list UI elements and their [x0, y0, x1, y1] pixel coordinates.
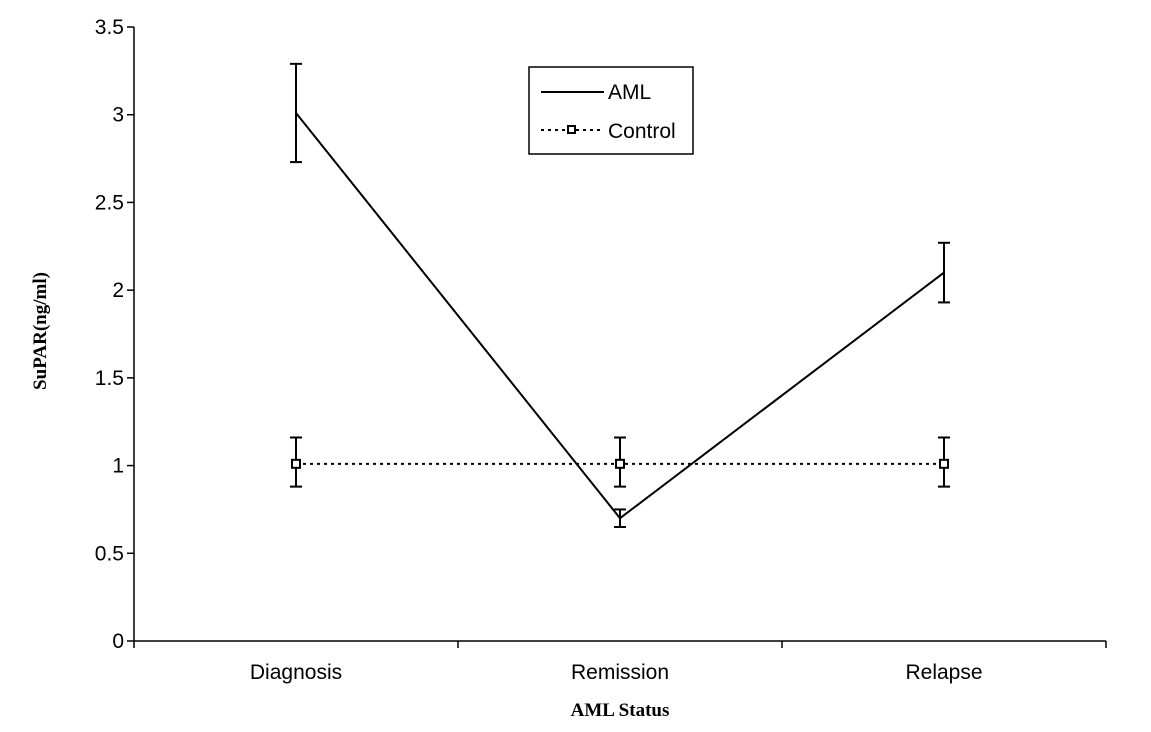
- data-point-marker: [939, 458, 949, 469]
- axes: [133, 27, 1106, 642]
- y-tick-label: 2: [112, 279, 124, 302]
- legend-control-marker: [567, 125, 576, 134]
- legend: AML Control: [528, 66, 694, 155]
- series-control: [290, 436, 950, 488]
- y-tick-label: 3: [112, 104, 124, 127]
- x-axis-title: AML Status: [571, 700, 670, 721]
- x-tick-label: Diagnosis: [250, 661, 342, 684]
- y-tick-label: 1: [112, 455, 124, 478]
- y-tick-label: 2.5: [95, 191, 124, 214]
- x-tick-label: Relapse: [905, 661, 982, 684]
- legend-label-aml: AML: [608, 81, 651, 104]
- series-layer: [290, 62, 950, 528]
- x-tick-label: Remission: [571, 661, 669, 684]
- y-axis-title: SuPAR(ng/ml): [30, 272, 51, 390]
- x-ticks: Diagnosis Remission Relapse: [133, 641, 1107, 684]
- legend-label-control: Control: [608, 120, 676, 143]
- data-point-marker: [615, 458, 625, 469]
- y-tick-label: 3.5: [95, 16, 124, 39]
- y-tick-label: 0.5: [95, 542, 124, 565]
- legend-box: [528, 66, 694, 155]
- y-ticks: 0 0.5 1 1.5 2 2.5 3 3.5: [95, 16, 134, 653]
- y-tick-label: 1.5: [95, 367, 124, 390]
- y-tick-label: 0: [112, 630, 124, 653]
- data-point-marker: [291, 458, 301, 469]
- series-aml: [290, 62, 950, 528]
